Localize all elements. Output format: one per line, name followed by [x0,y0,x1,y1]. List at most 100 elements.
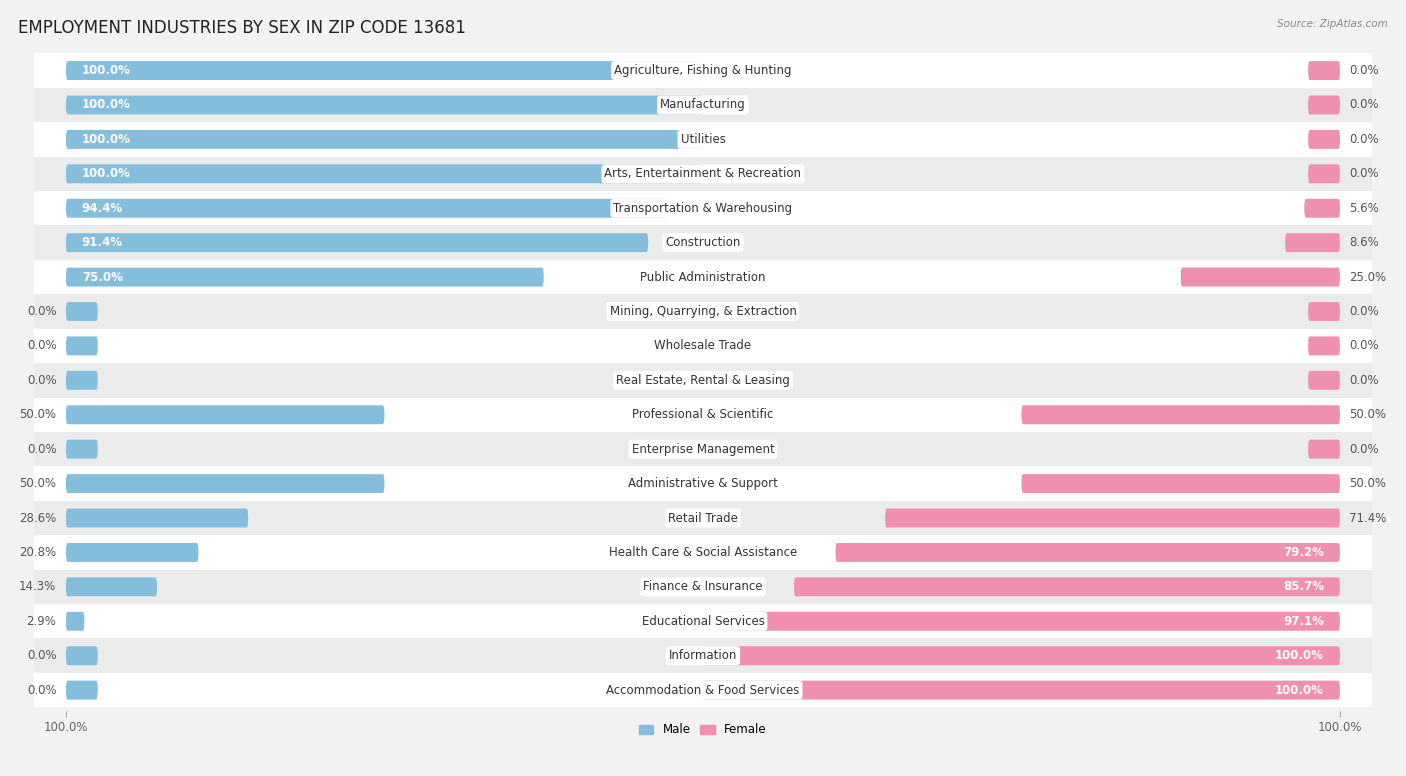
Text: 0.0%: 0.0% [1350,339,1379,352]
Text: 0.0%: 0.0% [1350,64,1379,77]
Text: Source: ZipAtlas.com: Source: ZipAtlas.com [1277,19,1388,29]
Bar [34,673,1372,707]
Text: 0.0%: 0.0% [1350,374,1379,387]
FancyBboxPatch shape [721,611,1340,631]
Text: Manufacturing: Manufacturing [659,99,745,112]
Text: 0.0%: 0.0% [1350,442,1379,456]
Text: Health Care & Social Assistance: Health Care & Social Assistance [609,546,797,559]
Text: Transportation & Warehousing: Transportation & Warehousing [613,202,793,215]
Text: 0.0%: 0.0% [27,374,56,387]
Bar [34,639,1372,673]
FancyBboxPatch shape [703,681,1340,700]
Bar [34,501,1372,535]
Text: 50.0%: 50.0% [1350,408,1386,421]
Text: Administrative & Support: Administrative & Support [628,477,778,490]
FancyBboxPatch shape [66,95,703,114]
FancyBboxPatch shape [794,577,1340,596]
Text: 50.0%: 50.0% [20,477,56,490]
Bar [34,54,1372,88]
Text: 0.0%: 0.0% [1350,99,1379,112]
Text: Utilities: Utilities [681,133,725,146]
Bar [34,535,1372,570]
FancyBboxPatch shape [1308,95,1340,114]
Text: Construction: Construction [665,236,741,249]
Text: 0.0%: 0.0% [1350,305,1379,318]
FancyBboxPatch shape [66,508,247,528]
Text: 100.0%: 100.0% [1275,684,1324,697]
FancyBboxPatch shape [1021,405,1340,424]
FancyBboxPatch shape [66,61,703,80]
Text: 28.6%: 28.6% [20,511,56,525]
Bar [34,191,1372,226]
Text: 100.0%: 100.0% [82,133,131,146]
FancyBboxPatch shape [66,474,384,493]
FancyBboxPatch shape [66,440,98,459]
FancyBboxPatch shape [66,199,668,218]
Text: 85.7%: 85.7% [1284,580,1324,594]
FancyBboxPatch shape [66,405,384,424]
FancyBboxPatch shape [1308,61,1340,80]
Text: 20.8%: 20.8% [20,546,56,559]
Text: 94.4%: 94.4% [82,202,122,215]
FancyBboxPatch shape [835,543,1340,562]
FancyBboxPatch shape [66,577,157,596]
Text: 100.0%: 100.0% [82,64,131,77]
Text: 5.6%: 5.6% [1350,202,1379,215]
Text: Arts, Entertainment & Recreation: Arts, Entertainment & Recreation [605,168,801,180]
Text: 100.0%: 100.0% [1275,650,1324,662]
Text: 8.6%: 8.6% [1350,236,1379,249]
Text: 97.1%: 97.1% [1284,615,1324,628]
Text: 100.0%: 100.0% [82,99,131,112]
Bar [34,432,1372,466]
Text: Professional & Scientific: Professional & Scientific [633,408,773,421]
Text: 25.0%: 25.0% [1350,271,1386,283]
FancyBboxPatch shape [1308,440,1340,459]
FancyBboxPatch shape [66,302,98,321]
Text: 75.0%: 75.0% [82,271,122,283]
Text: Accommodation & Food Services: Accommodation & Food Services [606,684,800,697]
Text: Real Estate, Rental & Leasing: Real Estate, Rental & Leasing [616,374,790,387]
Text: Information: Information [669,650,737,662]
Text: 50.0%: 50.0% [20,408,56,421]
Text: Enterprise Management: Enterprise Management [631,442,775,456]
FancyBboxPatch shape [886,508,1340,528]
Legend: Male, Female: Male, Female [634,719,772,741]
Bar [34,260,1372,294]
FancyBboxPatch shape [66,130,703,149]
FancyBboxPatch shape [1308,130,1340,149]
FancyBboxPatch shape [1285,234,1340,252]
Text: 0.0%: 0.0% [27,305,56,318]
Text: Mining, Quarrying, & Extraction: Mining, Quarrying, & Extraction [609,305,796,318]
Bar [34,363,1372,397]
FancyBboxPatch shape [1181,268,1340,286]
FancyBboxPatch shape [66,611,84,631]
FancyBboxPatch shape [66,234,648,252]
Bar [34,397,1372,432]
Bar [34,88,1372,122]
Text: Educational Services: Educational Services [641,615,765,628]
FancyBboxPatch shape [703,646,1340,665]
Text: Agriculture, Fishing & Hunting: Agriculture, Fishing & Hunting [614,64,792,77]
Bar [34,294,1372,329]
Bar [34,329,1372,363]
Text: 0.0%: 0.0% [27,339,56,352]
FancyBboxPatch shape [1308,371,1340,390]
Text: EMPLOYMENT INDUSTRIES BY SEX IN ZIP CODE 13681: EMPLOYMENT INDUSTRIES BY SEX IN ZIP CODE… [18,19,467,37]
Bar [34,466,1372,501]
Bar [34,122,1372,157]
FancyBboxPatch shape [66,681,98,700]
Text: 0.0%: 0.0% [1350,168,1379,180]
Text: 0.0%: 0.0% [1350,133,1379,146]
FancyBboxPatch shape [66,543,198,562]
Bar [34,604,1372,639]
FancyBboxPatch shape [1021,474,1340,493]
Text: 0.0%: 0.0% [27,684,56,697]
Text: 71.4%: 71.4% [1350,511,1386,525]
Text: 14.3%: 14.3% [20,580,56,594]
Bar [34,570,1372,604]
Text: Wholesale Trade: Wholesale Trade [654,339,751,352]
FancyBboxPatch shape [66,268,544,286]
Text: Public Administration: Public Administration [640,271,766,283]
Text: 0.0%: 0.0% [27,442,56,456]
FancyBboxPatch shape [66,646,98,665]
